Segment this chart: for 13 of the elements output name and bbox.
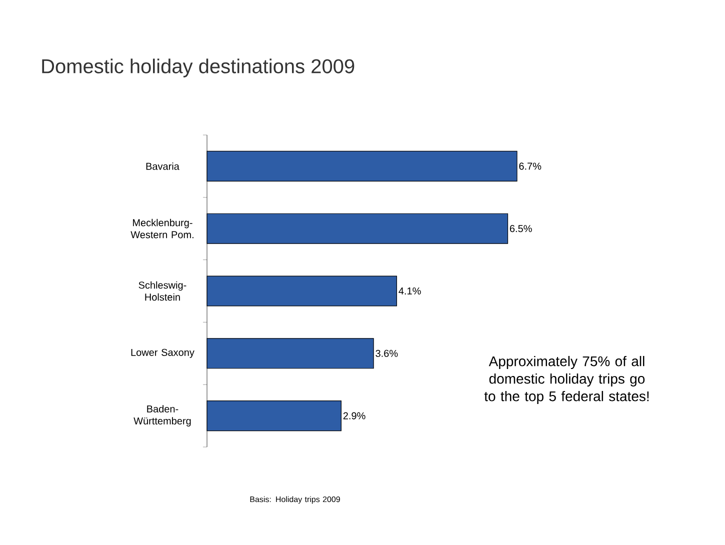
y-tick-label: Lower Saxony <box>131 348 194 358</box>
data-label: 4.1% <box>398 287 421 294</box>
data-label: 3.6% <box>376 350 398 357</box>
data-label: 6.5% <box>510 225 532 232</box>
text: Basis: Holiday trips 2009 <box>250 496 340 504</box>
chart-title: Domestic holiday destinations 2009 <box>42 58 354 78</box>
annotation: Approximately 75% of all domestic holiday trips go to the top 5 federal states! <box>484 356 649 404</box>
y-tick-label: Schleswig-Holstein <box>138 281 186 301</box>
data-label: 2.9% <box>343 412 366 420</box>
y-tick-label: Baden-Württemberg <box>134 405 191 426</box>
data-label: 6.7% <box>519 162 542 170</box>
y-tick-label: Bavaria <box>146 162 180 170</box>
y-tick-label: Mecklenburg-Western Pom. <box>130 218 194 238</box>
